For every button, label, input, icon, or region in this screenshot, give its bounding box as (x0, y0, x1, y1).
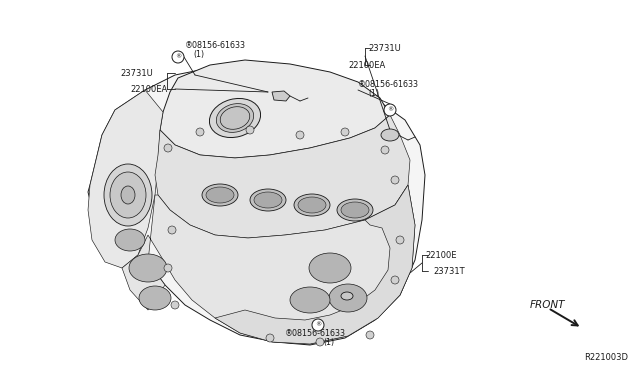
Ellipse shape (206, 187, 234, 203)
Ellipse shape (209, 99, 260, 138)
Ellipse shape (129, 254, 167, 282)
Text: 23731U: 23731U (368, 44, 401, 52)
Ellipse shape (139, 286, 171, 310)
Ellipse shape (202, 184, 238, 206)
Ellipse shape (110, 172, 146, 218)
Ellipse shape (254, 192, 282, 208)
Ellipse shape (337, 199, 373, 221)
Ellipse shape (298, 197, 326, 213)
Text: 22100EA: 22100EA (130, 84, 167, 93)
Text: ®08156-61633: ®08156-61633 (185, 41, 246, 49)
Circle shape (366, 331, 374, 339)
Circle shape (246, 126, 254, 134)
Text: ®: ® (175, 55, 181, 60)
Ellipse shape (290, 287, 330, 313)
Text: ®: ® (315, 323, 321, 327)
Circle shape (164, 264, 172, 272)
Ellipse shape (309, 253, 351, 283)
Text: ®: ® (387, 108, 393, 112)
Circle shape (391, 276, 399, 284)
Circle shape (341, 128, 349, 136)
Ellipse shape (121, 186, 135, 204)
Text: 23731T: 23731T (433, 266, 465, 276)
Ellipse shape (329, 284, 367, 312)
Circle shape (296, 131, 304, 139)
Text: FRONT: FRONT (530, 300, 566, 310)
Polygon shape (215, 185, 415, 344)
Ellipse shape (294, 194, 330, 216)
Ellipse shape (381, 129, 399, 141)
Polygon shape (160, 60, 390, 158)
Circle shape (316, 338, 324, 346)
Polygon shape (88, 68, 425, 345)
Circle shape (391, 176, 399, 184)
Text: 23731U: 23731U (120, 68, 153, 77)
Ellipse shape (341, 202, 369, 218)
Text: (1): (1) (323, 337, 334, 346)
Ellipse shape (341, 292, 353, 300)
Text: 22100EA: 22100EA (348, 61, 385, 70)
Circle shape (312, 319, 324, 331)
Circle shape (164, 144, 172, 152)
Circle shape (168, 226, 176, 234)
Circle shape (266, 334, 274, 342)
Ellipse shape (216, 104, 253, 132)
Ellipse shape (250, 189, 286, 211)
Polygon shape (122, 185, 415, 344)
Circle shape (384, 104, 396, 116)
Text: ®08156-61633: ®08156-61633 (285, 328, 346, 337)
Ellipse shape (104, 164, 152, 226)
Polygon shape (272, 91, 290, 101)
Polygon shape (88, 90, 163, 268)
Circle shape (396, 236, 404, 244)
Circle shape (196, 128, 204, 136)
Text: ®08156-61633: ®08156-61633 (358, 80, 419, 89)
Polygon shape (155, 115, 410, 238)
Text: (1): (1) (193, 49, 204, 58)
Circle shape (172, 51, 184, 63)
Circle shape (381, 146, 389, 154)
Circle shape (171, 301, 179, 309)
Text: (1): (1) (368, 89, 379, 97)
Text: R221003D: R221003D (584, 353, 628, 362)
Ellipse shape (115, 229, 145, 251)
Text: 22100E: 22100E (425, 250, 456, 260)
